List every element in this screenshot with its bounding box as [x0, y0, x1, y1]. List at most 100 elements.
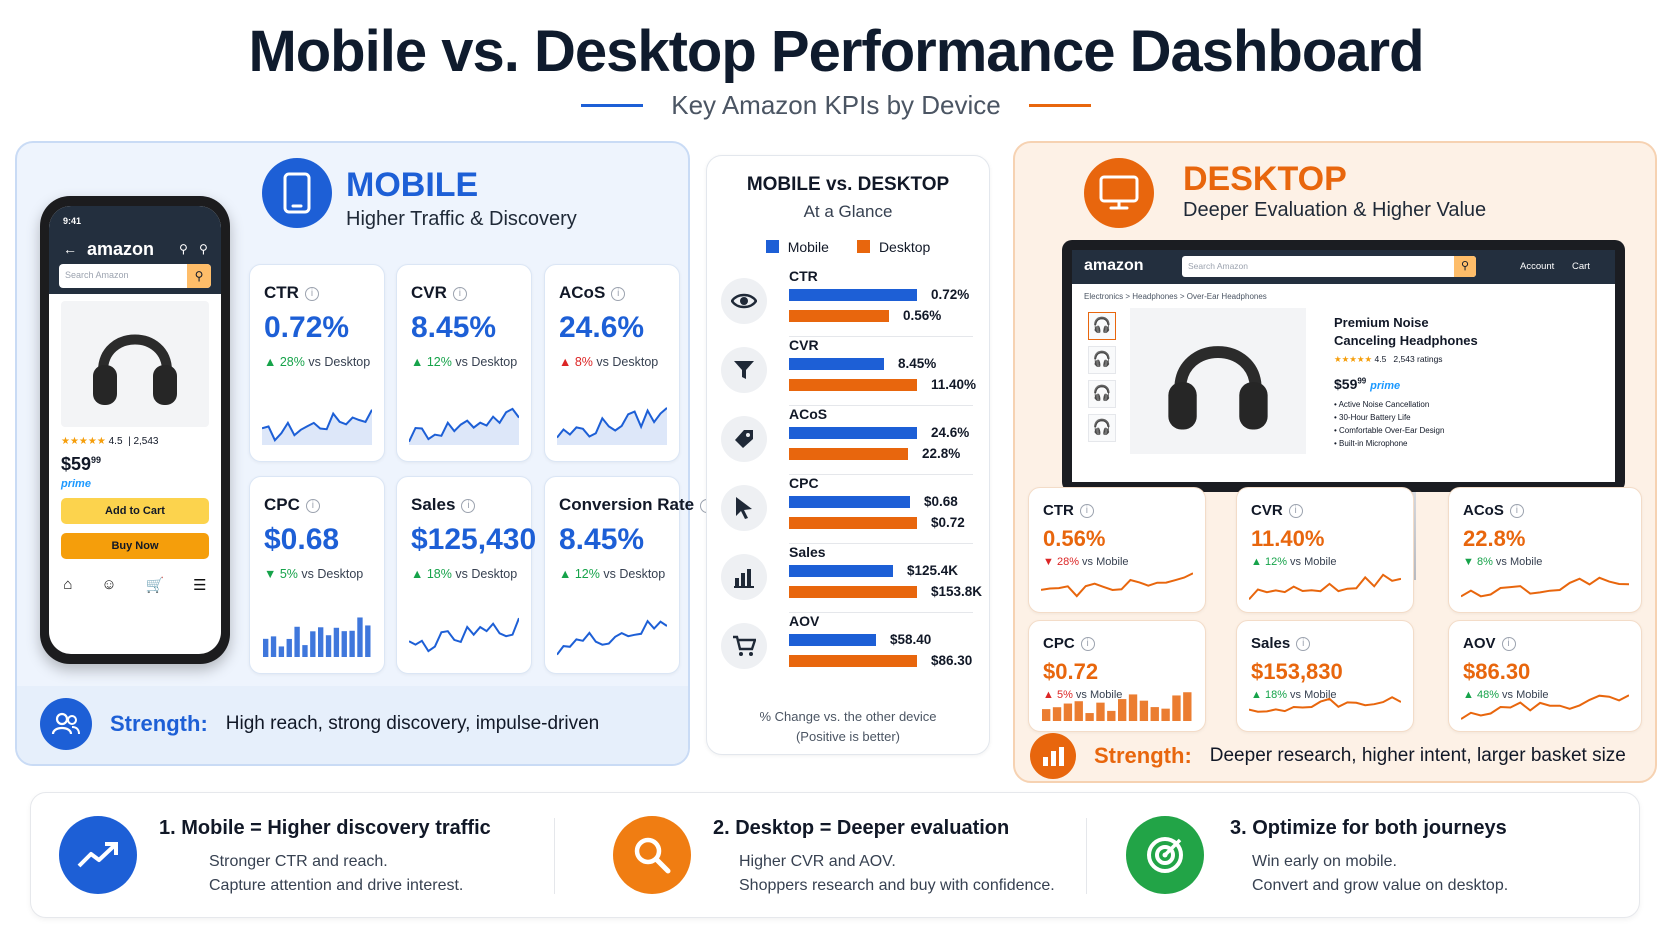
thumbnail-list: 🎧 🎧 🎧 🎧	[1088, 312, 1116, 442]
info-icon[interactable]: i	[1296, 637, 1311, 652]
subtitle-line-left	[581, 104, 644, 107]
glance-row-sales: Sales $125.4K $153.8K	[707, 544, 989, 613]
buy-now-button[interactable]: Buy Now	[61, 533, 209, 559]
sparkline-bar	[318, 627, 324, 657]
sparkline-bar	[349, 630, 355, 657]
monitor-screen: amazon Search Amazon ⚲ Account Cart Elec…	[1072, 250, 1615, 482]
kpi-card-sales[interactable]: Sales i $153,830 ▲ 18% vs Mobile	[1236, 620, 1414, 732]
kpi-value: $86.30	[1463, 659, 1531, 684]
sparkline-bar	[263, 638, 269, 657]
kpi-card-ctr[interactable]: CTR i 0.56% ▼ 28% vs Mobile	[1028, 487, 1206, 613]
takeaways-bar: 1. Mobile = Higher discovery traffic Str…	[30, 792, 1640, 918]
info-icon[interactable]: i	[1501, 637, 1516, 652]
kpi-value: $0.68	[264, 523, 340, 556]
camera-search-icon[interactable]: ⚲	[199, 242, 208, 256]
info-icon[interactable]: i	[452, 286, 467, 301]
thumbnail[interactable]: 🎧	[1088, 312, 1116, 340]
back-arrow-icon[interactable]: ←	[63, 241, 77, 257]
arrow-down-icon: ▼	[1043, 556, 1057, 568]
takeaway-line: Capture attention and drive interest.	[209, 877, 464, 894]
desktop-product-image[interactable]	[1130, 308, 1306, 454]
cursor-icon	[721, 485, 767, 531]
glance-row-acos: ACoS 24.6% 22.8%	[707, 406, 989, 475]
cart-icon[interactable]: 🛒	[145, 577, 165, 594]
kpi-label: CTR i	[264, 283, 319, 303]
monitor-mockup: amazon Search Amazon ⚲ Account Cart Elec…	[1062, 240, 1625, 492]
kpi-card-cvr[interactable]: CVR i 11.40% ▲ 12% vs Mobile	[1236, 487, 1414, 613]
kpi-change: ▲ 48% vs Mobile	[1463, 689, 1549, 701]
product-image[interactable]	[61, 301, 209, 427]
kpi-card-cvr[interactable]: CVR i 8.45% ▲ 12% vs Desktop	[396, 264, 532, 462]
info-icon[interactable]: i	[611, 286, 626, 301]
account-link[interactable]: Account	[1520, 261, 1555, 272]
arrow-up-icon: ▲	[1463, 689, 1477, 701]
breadcrumb-item[interactable]: Headphones	[1132, 292, 1178, 301]
feature-list: • Active Noise Cancellation • 30-Hour Ba…	[1334, 398, 1444, 450]
legend-item-mobile: Mobile	[765, 239, 829, 255]
info-icon[interactable]: i	[1509, 504, 1524, 519]
sparkline-bar	[357, 617, 363, 657]
product-rating: ★★★★★ 4.5 2,543 ratings	[1334, 354, 1443, 364]
kpi-change: ▲ 18% vs Mobile	[1251, 689, 1337, 701]
thumbnail[interactable]: 🎧	[1088, 414, 1116, 442]
bar-desktop	[789, 310, 889, 322]
thumbnail[interactable]: 🎧	[1088, 380, 1116, 408]
feature-item: • Comfortable Over-Ear Design	[1334, 426, 1445, 435]
menu-icon[interactable]: ☰	[193, 577, 207, 594]
add-to-cart-button[interactable]: Add to Cart	[61, 498, 209, 524]
kpi-change: ▼ 8% vs Mobile	[1463, 556, 1543, 568]
subtitle-row: Key Amazon KPIs by Device	[0, 90, 1672, 121]
kpi-card-cpc[interactable]: CPC i $0.68 ▼ 5% vs Desktop	[249, 476, 385, 674]
kpi-card-conversion-rate[interactable]: Conversion Ratei 8.45% ▲ 12% vs Desktop	[544, 476, 715, 674]
kpi-card-ctr[interactable]: CTR i 0.72% ▲ 28% vs Desktop	[249, 264, 385, 462]
desktop-search-button[interactable]: ⚲	[1454, 256, 1476, 277]
sparkline	[409, 617, 519, 653]
mobile-strength-bar	[17, 686, 688, 764]
data-label: $0.72	[931, 515, 965, 530]
kpi-card-sales[interactable]: Sales i $125,430 ▲ 18% vs Desktop	[396, 476, 536, 674]
info-icon[interactable]: i	[304, 286, 319, 301]
row-divider	[789, 405, 973, 406]
sparkline-bar	[365, 625, 371, 657]
eye-icon	[721, 278, 767, 324]
sparkline-bar	[302, 645, 308, 657]
home-icon[interactable]: ⌂	[63, 576, 73, 593]
data-label: $125.4K	[907, 563, 959, 578]
info-icon[interactable]: i	[1079, 504, 1094, 519]
glance-row-cvr: CVR 8.45% 11.40%	[707, 337, 989, 406]
search-icon[interactable]: ⚲	[179, 242, 188, 256]
sparkline	[1042, 692, 1192, 721]
desktop-title: DESKTOP	[1183, 160, 1347, 198]
desktop-strength-text: Deeper research, higher intent, larger b…	[1209, 745, 1626, 766]
bar-desktop	[789, 655, 917, 667]
glance-category: CTR	[789, 268, 818, 284]
account-icon[interactable]: ☺	[101, 576, 117, 593]
arrow-up-icon: ▲	[559, 567, 575, 581]
kpi-card-aov[interactable]: AOV i $86.30 ▲ 48% vs Mobile	[1448, 620, 1642, 732]
bar-desktop	[789, 586, 917, 598]
breadcrumb-item[interactable]: Over-Ear Headphones	[1186, 292, 1267, 301]
kpi-label: ACoS i	[1463, 502, 1524, 519]
cart-link[interactable]: Cart	[1572, 261, 1590, 272]
info-icon[interactable]: i	[1288, 504, 1303, 519]
kpi-card-acos[interactable]: ACoS i 22.8% ▼ 8% vs Mobile	[1448, 487, 1642, 613]
breadcrumb-item[interactable]: Electronics	[1084, 292, 1124, 301]
info-icon[interactable]: i	[305, 498, 320, 513]
phone-search-button[interactable]: ⚲	[187, 264, 211, 288]
data-label: $153.8K	[931, 584, 983, 599]
product-title: Premium Noise Canceling Headphones	[1334, 315, 1478, 348]
desktop-search-input[interactable]: Search Amazon ⚲	[1182, 256, 1476, 277]
phone-search-input[interactable]: Search Amazon ⚲	[59, 264, 211, 288]
info-icon[interactable]: i	[461, 498, 476, 513]
data-label: 0.56%	[903, 308, 942, 323]
sparkline-line	[1249, 696, 1401, 713]
sparkline-bar	[1052, 707, 1062, 721]
phone-tab-bar: ⌂ ☺ 🛒 ☰	[49, 576, 221, 604]
kpi-card-acos[interactable]: ACoS i 24.6% ▲ 8% vs Desktop	[544, 264, 680, 462]
thumbnail[interactable]: 🎧	[1088, 346, 1116, 374]
phone-header: 9:41 ← amazon ⚲ ⚲ Search Amazon ⚲	[49, 206, 221, 294]
takeaway-title: 1. Mobile = Higher discovery traffic	[159, 817, 491, 839]
sparkline	[1249, 696, 1401, 713]
kpi-card-cpc[interactable]: CPC i $0.72 ▲ 5% vs Mobile	[1028, 620, 1206, 732]
info-icon[interactable]: i	[1080, 637, 1095, 652]
